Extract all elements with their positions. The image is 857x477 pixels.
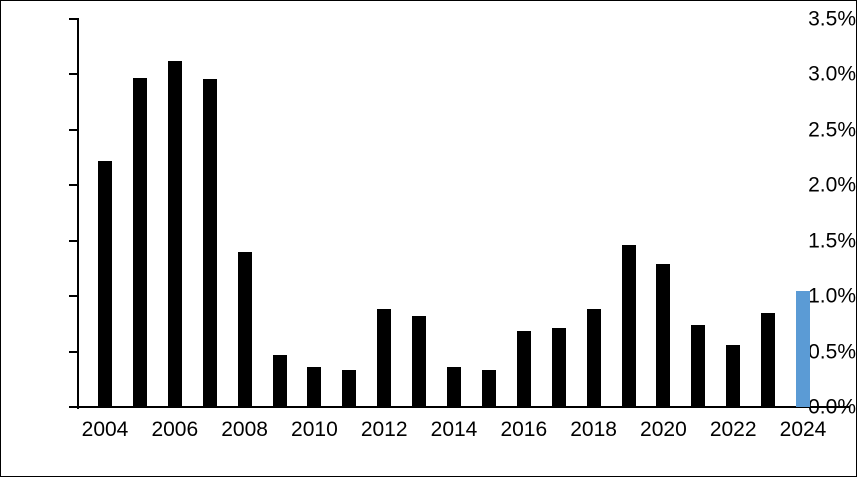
y-axis-line xyxy=(77,18,79,409)
bar-2016 xyxy=(516,330,531,407)
y-axis-tick-label: 1.0% xyxy=(808,284,856,308)
bar-2008 xyxy=(237,251,252,407)
bar-2019 xyxy=(621,245,636,407)
x-axis-tick-label: 2006 xyxy=(151,418,199,441)
x-axis-tick-label: 2018 xyxy=(570,418,617,441)
y-axis-tick-label: 0.0% xyxy=(808,395,856,419)
y-axis-tick xyxy=(69,350,78,353)
y-axis-tick xyxy=(69,239,78,242)
y-axis-tick-label: 0.5% xyxy=(808,340,856,364)
y-axis-tick-label: 2.0% xyxy=(808,173,856,197)
y-axis-tick-label: 3.5% xyxy=(808,7,856,31)
y-axis-tick xyxy=(69,295,78,298)
bar-2004 xyxy=(98,160,112,407)
bar-2022 xyxy=(726,344,741,407)
bar-2018 xyxy=(586,309,601,407)
bar-2012 xyxy=(377,309,392,407)
bar-2014 xyxy=(447,367,461,407)
y-axis-tick xyxy=(69,18,78,20)
bar-2009 xyxy=(272,354,287,407)
x-axis-line xyxy=(77,406,850,408)
x-axis-tick-label: 2012 xyxy=(360,418,408,441)
bar-2024 xyxy=(796,290,810,407)
y-axis-tick xyxy=(69,73,78,76)
bar-2020 xyxy=(656,264,671,407)
bar-2021 xyxy=(691,324,706,407)
x-axis-tick-label: 2008 xyxy=(221,418,268,441)
x-axis-tick-label: 2022 xyxy=(709,418,757,441)
x-axis-tick-label: 2016 xyxy=(500,418,548,441)
bar-2010 xyxy=(307,367,322,407)
x-axis-tick-label: 2020 xyxy=(640,418,687,441)
bar-2011 xyxy=(342,370,357,407)
bar-2017 xyxy=(551,328,566,407)
x-axis-tick-label: 2004 xyxy=(81,418,129,441)
y-axis-tick-label: 1.5% xyxy=(808,229,856,253)
x-axis-tick-label: 2010 xyxy=(291,418,338,441)
bar-2023 xyxy=(761,312,776,407)
bar-2005 xyxy=(132,77,147,407)
y-axis-tick xyxy=(69,184,78,187)
y-axis-tick-label: 3.0% xyxy=(808,62,856,86)
x-axis-tick-label: 2024 xyxy=(779,418,827,441)
bar-2006 xyxy=(167,61,182,407)
x-axis-tick-label: 2014 xyxy=(430,418,478,441)
bars-container xyxy=(77,19,850,407)
y-axis-tick xyxy=(69,128,78,131)
bar-2013 xyxy=(412,316,427,407)
bar-2007 xyxy=(202,78,217,407)
y-axis-tick xyxy=(69,406,78,408)
y-axis-tick-label: 2.5% xyxy=(808,118,856,142)
bar-2015 xyxy=(481,370,496,407)
